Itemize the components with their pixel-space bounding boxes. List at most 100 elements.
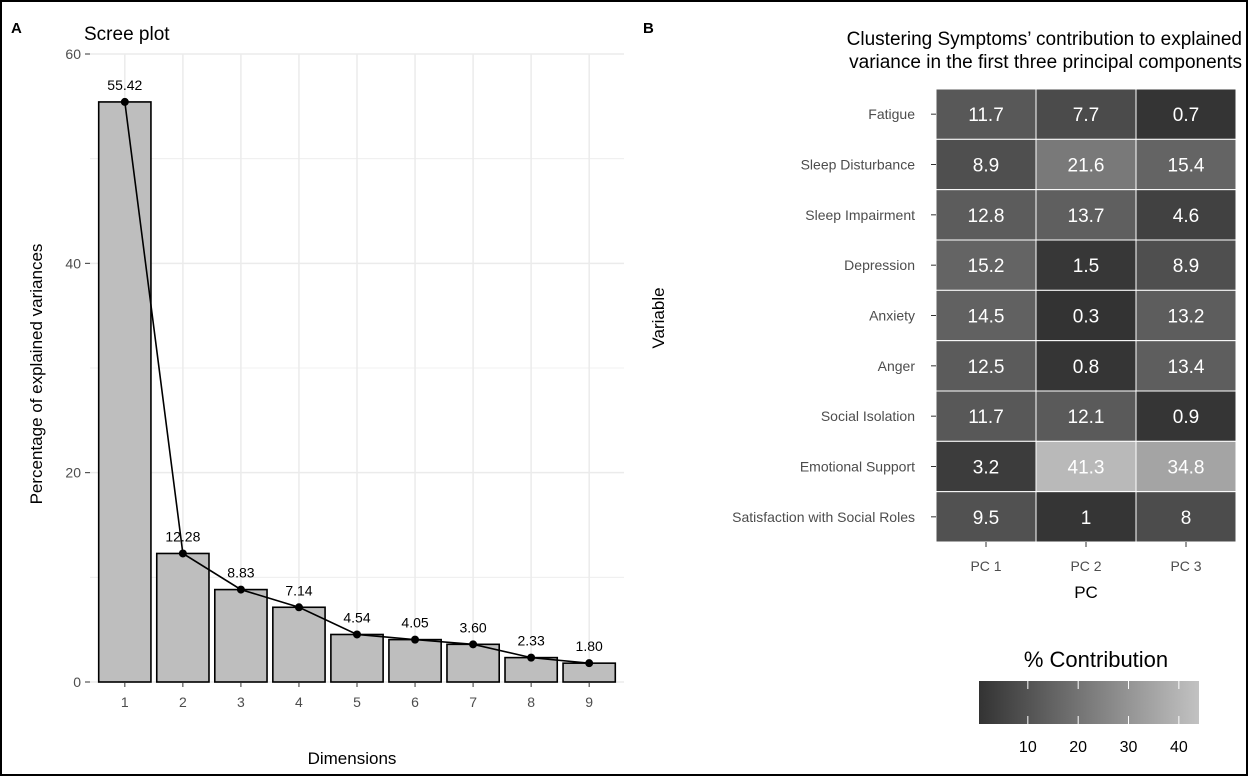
heatmap-cell [1135,239,1237,291]
heatmap-cell-label: 12.8 [968,206,1005,227]
legend-tick-label: 30 [1120,739,1138,756]
heatmap-col-label: PC 1 [970,558,1001,574]
heatmap-cell-label: 8 [1181,508,1192,529]
scree-plot: 0 20 40 60 55.42 12.28 8.83 7.14 4.54 4.05 3.60 2.3… [65,46,624,710]
heatmap-cell-label: 4.6 [1173,206,1199,227]
panel-b-label: B [643,20,654,37]
scree-bar [504,656,559,683]
heatmap-cell-label: 8.9 [1173,256,1199,277]
legend-colorbar [979,681,1199,724]
heatmap-cell [935,88,1037,140]
heatmap-title-line-1: Clustering Symptoms’ contribution to exp… [847,29,1242,50]
scree-bar [213,588,268,683]
scree-point [411,635,420,644]
heatmap-cell-label: 1 [1081,508,1092,529]
scree-point [585,659,594,668]
heatmap-x-axis-title: PC [1074,583,1098,602]
heatmap-row-label: Social Isolation [821,408,915,424]
heatmap-cell-label: 8.9 [973,156,999,177]
heatmap-cell-label: 3.2 [973,458,999,479]
heatmap-cell [935,239,1037,291]
heatmap-cell [1035,390,1137,442]
x-tick-label: 7 [469,694,477,710]
heatmap-col-label: PC 3 [1170,558,1201,574]
x-tick-label: 5 [353,694,361,710]
heatmap-cell [1135,440,1237,493]
heatmap-cell-label: 1.5 [1073,256,1099,277]
panel-a-label: A [11,20,22,37]
scree-data-label: 7.14 [285,582,312,598]
legend-title: % Contribution [1024,647,1168,672]
heatmap-cell [1035,239,1137,291]
heatmap-cell-label: 13.4 [1168,357,1205,378]
x-tick-label: 4 [295,694,303,710]
heatmap-cell-label: 34.8 [1168,458,1205,479]
heatmap-cell-label: 9.5 [973,508,999,529]
scree-data-label: 12.28 [165,528,200,544]
heatmap-cell [1035,138,1137,191]
heatmap-cell [1135,289,1237,342]
x-tick-label: 1 [121,694,129,710]
scree-bar [97,101,152,683]
heatmap-cell [935,390,1037,442]
scree-bar [446,643,501,683]
scree-point [469,640,478,649]
x-tick-label: 8 [527,694,535,710]
scree-bar [155,552,210,683]
heatmap-cell-label: 13.2 [1168,307,1205,328]
scree-data-label: 4.54 [343,609,370,625]
heatmap-cell [935,289,1037,342]
scree-point [527,653,536,662]
scree-data-label: 2.33 [518,633,545,649]
heatmap-cell-label: 0.8 [1073,357,1099,378]
legend-tick-label: 20 [1069,739,1087,756]
scree-data-label: 8.83 [227,565,254,581]
legend-tick-label: 40 [1170,739,1188,756]
heatmap-cell [1035,88,1137,140]
heatmap-y-axis-title: Variable [649,287,668,348]
heatmap-cell-label: 15.4 [1168,156,1205,177]
heatmap-cell [1035,340,1137,392]
heatmap-cell-label: 0.3 [1073,307,1099,328]
heatmap-cell [935,440,1037,493]
scree-point [236,585,245,594]
heatmap-cell-label: 12.1 [1068,407,1105,428]
scree-bar [330,633,384,683]
y-tick-label: 40 [65,255,81,271]
heatmap-cell-label: 15.2 [968,256,1005,277]
heatmap-cell-label: 41.3 [1068,458,1105,479]
heatmap-cell-label: 14.5 [968,307,1005,328]
heatmap-cell [935,491,1037,543]
heatmap-row-label: Anger [878,358,916,374]
x-tick-label: 9 [585,694,593,710]
heatmap-row-label: Fatigue [868,106,915,122]
heatmap-row-label: Satisfaction with Social Roles [732,509,915,525]
heatmap-cell-label: 7.7 [1073,105,1099,126]
scree-data-label: 3.60 [459,619,486,635]
x-tick-label: 3 [237,694,245,710]
heatmap-row-label: Sleep Impairment [805,207,915,223]
heatmap-row-label: Depression [844,257,915,273]
y-tick-label: 60 [65,46,81,62]
heatmap-cell [1135,390,1237,442]
heatmap-col-label: PC 2 [1070,558,1101,574]
heatmap-row-label: Emotional Support [800,459,915,475]
scree-plot-title: Scree plot [84,24,170,45]
scree-x-axis-title: Dimensions [308,749,397,768]
heatmap-cell-label: 13.7 [1068,206,1105,227]
heatmap-cell [935,138,1037,191]
heatmap-cell-label: 12.5 [968,357,1005,378]
heatmap-row-label: Sleep Disturbance [801,157,916,173]
heatmap: 11.7 7.7 0.7 Fatigue 8.9 21.6 15.4 Sleep Distur… [732,88,1237,574]
heatmap-cell [1135,138,1237,191]
legend: 10 20 30 40 [1019,681,1188,756]
heatmap-cell-label: 11.7 [968,407,1004,428]
scree-y-axis-title: Percentage of explained variances [27,244,46,505]
heatmap-cell [1135,189,1237,241]
legend-tick-label: 10 [1019,739,1037,756]
heatmap-cell-label: 21.6 [1068,156,1105,177]
y-tick-label: 20 [65,465,81,481]
heatmap-title-line-2: variance in the first three principal co… [849,52,1242,73]
